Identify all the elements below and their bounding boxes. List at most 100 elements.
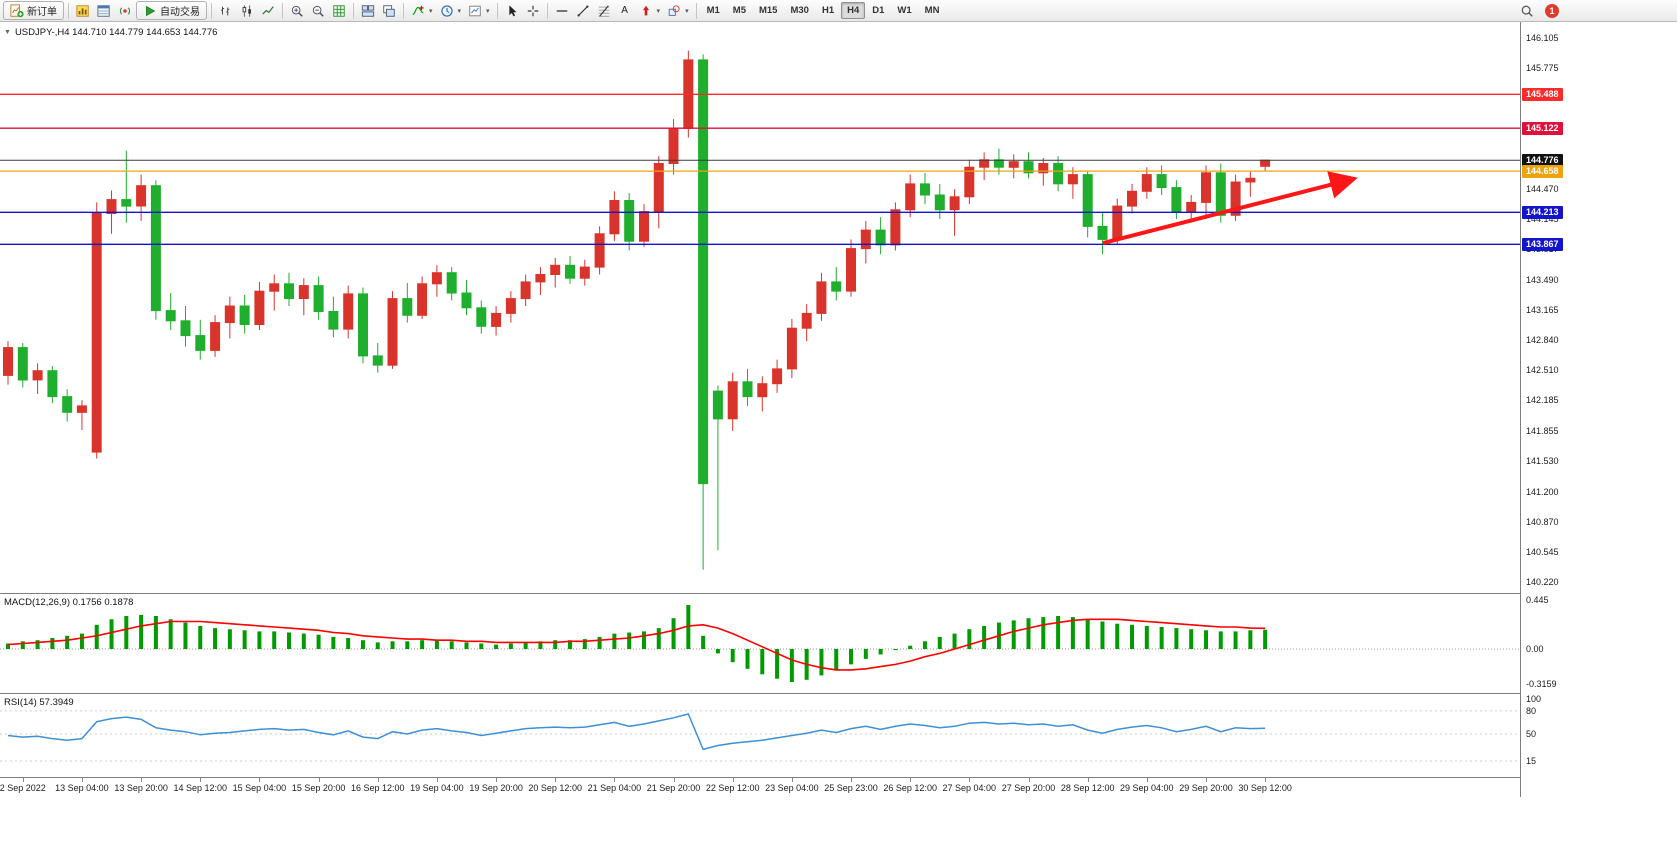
price-axis-tick: 143.165 (1526, 304, 1559, 315)
rsi-pane[interactable] (0, 693, 1520, 777)
timeframe-m5-button[interactable]: M5 (732, 5, 746, 16)
cascade-windows-button[interactable] (379, 1, 399, 20)
chevron-down-icon: ▾ (486, 7, 490, 15)
symbol-title: ▼ USDJPY-,H4 144.710 144.779 144.653 144… (4, 27, 217, 38)
price-line-badge: 144.658 (1522, 164, 1563, 178)
bar-chart-icon (220, 6, 230, 15)
time-axis-label: 27 Sep 20:00 (1001, 783, 1056, 793)
line-chart-button[interactable] (258, 1, 278, 20)
tile-windows-button[interactable] (358, 1, 378, 20)
shapes-tool-button[interactable]: ▾ (664, 1, 692, 20)
rsi-title: RSI(14) 57.3949 (4, 697, 74, 708)
signals-button[interactable] (115, 1, 135, 20)
timeframe-m1-button[interactable]: M1 (706, 5, 720, 16)
price-line-badge: 145.488 (1522, 87, 1563, 101)
price-pane[interactable] (0, 22, 1520, 593)
macd-pane[interactable] (0, 593, 1520, 693)
new-order-button-label: 新订单 (27, 7, 57, 18)
time-axis[interactable]: 2 Sep 2022 13 Sep 04:00 13 Sep 20:00 14 Sep… (0, 777, 1520, 797)
price-axis-tick: 144.470 (1526, 184, 1559, 194)
macd-axis-tick: -0.3159 (1526, 678, 1557, 689)
time-axis-tick (22, 778, 24, 782)
candlestick-icon (242, 4, 251, 17)
timeframe-w1-button[interactable]: W1 (897, 5, 912, 16)
search-button[interactable] (1517, 2, 1537, 21)
price-axis-tick: 142.510 (1526, 365, 1559, 376)
timeframe-h4-button[interactable]: H4 (841, 2, 866, 19)
current-price-badge: 144.776 (1522, 153, 1563, 167)
autotrade-button[interactable]: 自动交易 (136, 1, 207, 20)
zoom-in-button[interactable] (287, 1, 307, 20)
timeframe-m15-button[interactable]: M15 (758, 5, 778, 16)
hline-tool-button[interactable] (552, 1, 572, 20)
price-axis-tick: 142.185 (1526, 395, 1559, 406)
trend-arrow-annotation[interactable] (1102, 171, 1358, 246)
trendline-tool-button[interactable] (573, 1, 593, 20)
grid-button[interactable] (329, 1, 349, 20)
new-order-icon (10, 3, 24, 17)
chevron-down-icon: ▾ (685, 7, 689, 15)
indicators-button[interactable]: ▾ (408, 1, 436, 20)
time-axis-tick (496, 778, 498, 782)
crosshair-button[interactable] (523, 1, 543, 20)
collapse-icon[interactable]: ▼ (4, 29, 11, 36)
macd-axis-tick: 0.445 (1526, 595, 1549, 605)
time-axis-label: 29 Sep 04:00 (1120, 783, 1174, 793)
data-window-icon (97, 4, 110, 17)
candlestick-button[interactable] (237, 1, 257, 20)
time-axis-tick (910, 778, 912, 782)
timeframe-h1-button[interactable]: H1 (821, 5, 835, 16)
market-watch-icon (76, 4, 89, 17)
toolbar: 新订单 自动交易 ▾ ▾ ▾ A ▾ ▾ M1 M5 M15 M30 H1 H4 D1 W1 MN 1 (0, 0, 1677, 22)
new-order-button[interactable]: 新订单 (3, 1, 64, 20)
time-axis-tick (81, 778, 83, 782)
rsi-label: RSI(14) 57.3949 (4, 697, 74, 708)
hline-icon (556, 9, 567, 12)
search-icon (1521, 5, 1533, 17)
clock-icon (440, 4, 453, 17)
time-axis-tick (141, 778, 143, 782)
timeframe-mn-button[interactable]: MN (924, 5, 940, 16)
fibo-tool-button[interactable] (594, 1, 614, 20)
template-icon (469, 5, 481, 16)
time-axis-label: 23 Sep 04:00 (765, 783, 819, 793)
zoom-out-button[interactable] (308, 1, 328, 20)
time-axis-label: 14 Sep 12:00 (173, 783, 228, 793)
notification-badge[interactable]: 1 (1545, 4, 1559, 18)
price-line-badge: 143.867 (1522, 237, 1563, 251)
timeframe-m30-button[interactable]: M30 (790, 5, 809, 16)
zoom-in-icon (291, 5, 303, 17)
symbol-ohlc-label: USDJPY-,H4 144.710 144.779 144.653 144.7… (14, 27, 218, 38)
signals-icon (119, 6, 131, 15)
periods-button[interactable]: ▾ (437, 1, 465, 20)
price-axis-tick: 142.840 (1526, 334, 1559, 345)
bar-chart-button[interactable] (216, 1, 236, 20)
indicators-icon (412, 5, 424, 15)
price-axis-tick: 140.220 (1526, 577, 1559, 588)
play-icon (146, 5, 156, 16)
time-axis-label: 21 Sep 04:00 (587, 783, 642, 793)
price-axis-tick: 140.545 (1526, 547, 1559, 558)
grid-icon (333, 4, 345, 17)
price-axis-tick: 144.145 (1526, 214, 1559, 225)
rsi-line (7, 713, 1266, 751)
time-axis-tick (259, 778, 261, 782)
timeframe-d1-button[interactable]: D1 (872, 5, 885, 16)
cursor-button[interactable] (502, 1, 522, 20)
time-axis-tick (1265, 778, 1267, 782)
arrows-tool-button[interactable]: ▾ (636, 1, 664, 20)
time-axis-label: 15 Sep 20:00 (291, 783, 346, 793)
time-axis-label: 13 Sep 04:00 (55, 783, 109, 793)
time-axis-label: 26 Sep 12:00 (883, 783, 937, 793)
toolbar-separator (353, 2, 354, 19)
templates-button[interactable]: ▾ (465, 1, 493, 20)
market-watch-button[interactable] (73, 1, 93, 20)
rsi-axis-tick: 50 (1526, 729, 1537, 739)
text-tool-button[interactable]: A (615, 1, 635, 20)
macd-label: MACD(12,26,9) 0.1756 0.1878 (4, 597, 134, 608)
data-window-button[interactable] (94, 1, 114, 20)
time-axis-tick (851, 778, 852, 782)
price-axis[interactable]: 146.105145.775145.450144.470144.145143.8… (1520, 22, 1677, 797)
time-axis-tick (673, 778, 675, 782)
time-axis-label: 20 Sep 12:00 (528, 783, 582, 793)
